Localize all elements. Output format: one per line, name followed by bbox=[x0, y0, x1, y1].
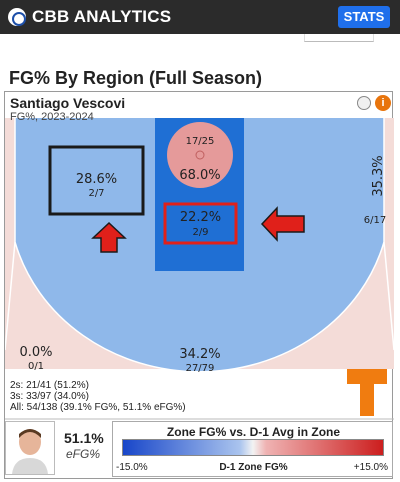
legend-min: -15.0% bbox=[116, 462, 148, 473]
player-headshot bbox=[6, 422, 54, 474]
nav-strip bbox=[0, 34, 400, 44]
efg-label: eFG% bbox=[66, 447, 101, 461]
stats-all: All: 54/138 (39.1% FG%, 51.1% eFG%) bbox=[10, 402, 186, 413]
legend-mid-label: D-1 Zone FG% bbox=[219, 462, 288, 473]
info-icon[interactable]: i bbox=[375, 95, 391, 111]
legend-max: +15.0% bbox=[353, 462, 388, 473]
stats-button[interactable]: STATS bbox=[338, 6, 390, 28]
rim-frac: 17/25 bbox=[185, 136, 215, 147]
efg-value: 51.1% bbox=[64, 430, 104, 446]
player-name: Santiago Vescovi bbox=[10, 95, 126, 111]
hoop-icon bbox=[195, 150, 205, 160]
paint-pct: 22.2% bbox=[179, 210, 222, 225]
arrow-left-icon bbox=[260, 206, 305, 242]
three-point-arc-outline bbox=[14, 118, 385, 373]
color-legend: Zone FG% vs. D-1 Avg in Zone -15.0% D-1 … bbox=[112, 421, 393, 477]
left-midrange-frac: 2/7 bbox=[88, 188, 105, 199]
stats-summary: 2s: 21/41 (51.2%) 3s: 33/97 (34.0%) All:… bbox=[10, 380, 186, 413]
top-navbar: CBB ANALYTICS STATS bbox=[0, 0, 400, 34]
arrow-up-icon bbox=[91, 221, 127, 253]
right-midrange-frac: 6/17 bbox=[363, 215, 387, 226]
zone-divider-right bbox=[383, 241, 394, 351]
court-chart bbox=[5, 118, 394, 420]
page-title: FG% By Region (Full Season) bbox=[9, 68, 263, 88]
left-midrange-highlight-box[interactable] bbox=[48, 145, 145, 216]
paint-frac: 2/9 bbox=[192, 227, 209, 238]
left-corner-three-pct: 0.0% bbox=[19, 345, 53, 360]
rim-zone[interactable] bbox=[167, 122, 233, 188]
zone-divider-left bbox=[5, 241, 16, 351]
legend-title: Zone FG% vs. D-1 Avg in Zone bbox=[166, 425, 341, 439]
toggle-button[interactable] bbox=[357, 96, 371, 110]
left-corner-three-frac: 0/1 bbox=[27, 361, 45, 372]
paint-highlight-box[interactable] bbox=[163, 202, 238, 245]
season-dropdown[interactable] bbox=[304, 34, 374, 42]
left-midrange-pct: 28.6% bbox=[75, 172, 118, 187]
legend-gradient-bar bbox=[122, 439, 384, 456]
shot-chart-card: Santiago Vescovi FG%, 2023-2024 i 17/25 … bbox=[4, 91, 394, 479]
rim-pct: 68.0% bbox=[179, 168, 221, 183]
above-break-three-frac: 27/79 bbox=[185, 363, 215, 374]
stats-2s: 2s: 21/41 (51.2%) bbox=[10, 380, 89, 391]
stats-3s: 3s: 33/97 (34.0%) bbox=[10, 391, 89, 402]
player-avatar bbox=[5, 421, 55, 475]
right-midrange-pct: 35.3% bbox=[371, 155, 386, 197]
above-break-three-pct: 34.2% bbox=[179, 347, 221, 362]
team-logo-icon bbox=[347, 369, 387, 416]
app-name[interactable]: CBB ANALYTICS bbox=[32, 7, 172, 26]
cbb-logo-icon[interactable] bbox=[8, 8, 26, 26]
player-subtitle: FG%, 2023-2024 bbox=[10, 111, 94, 123]
